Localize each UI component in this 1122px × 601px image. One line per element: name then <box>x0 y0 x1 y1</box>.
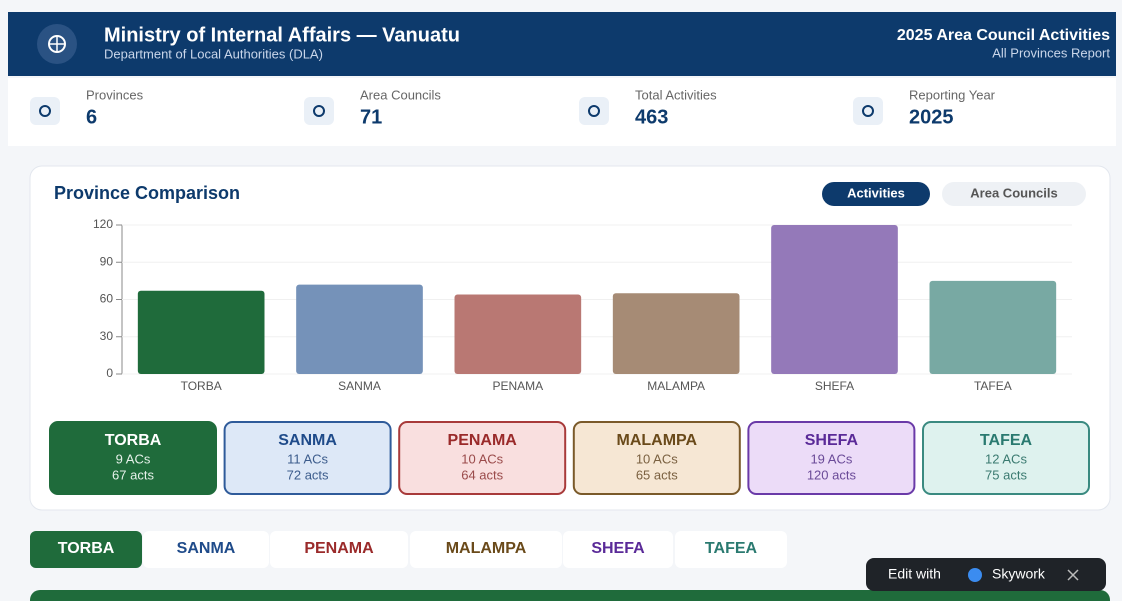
y-tick-label: 0 <box>106 366 113 380</box>
card-acts[interactable]: 75 acts <box>985 467 1027 482</box>
tab-label[interactable]: SANMA <box>177 540 236 557</box>
card-name[interactable]: TORBA <box>105 432 162 449</box>
tab-label[interactable]: MALAMPA <box>446 540 527 557</box>
badge-text[interactable]: Edit with <box>888 566 941 582</box>
stat-icon-glyph <box>588 105 600 117</box>
badge-close[interactable] <box>1067 569 1079 581</box>
stat-icon-glyph <box>313 105 325 117</box>
report-title: 2025 Area Council Activities <box>897 27 1110 44</box>
stat-icon <box>30 97 60 125</box>
x-tick-label: MALAMPA <box>647 379 705 393</box>
x-tick-label: SHEFA <box>815 379 854 393</box>
card-acs[interactable]: 9 ACs <box>116 451 151 466</box>
stat-label: Area Councils <box>360 87 441 102</box>
card-acts[interactable]: 72 acts <box>287 467 329 482</box>
card-acs[interactable]: 19 ACs <box>810 451 852 466</box>
bar <box>612 293 740 374</box>
x-tick-label: TORBA <box>181 379 222 393</box>
card-name[interactable]: SANMA <box>278 432 337 449</box>
tab[interactable] <box>410 531 562 568</box>
bar <box>929 280 1057 374</box>
stat-icon <box>579 97 609 125</box>
report-subtitle: All Provinces Report <box>992 45 1110 60</box>
tab-active[interactable] <box>30 531 142 568</box>
province-card[interactable] <box>747 421 916 495</box>
card-name[interactable]: MALAMPA <box>617 432 698 449</box>
y-tick-label: 30 <box>100 329 114 343</box>
header-bar <box>8 12 1116 76</box>
stat-icon-glyph <box>862 105 874 117</box>
x-tick-label: TAFEA <box>974 379 1012 393</box>
province-card[interactable] <box>572 421 741 495</box>
card-acts[interactable]: 64 acts <box>461 467 503 482</box>
bar <box>454 294 582 374</box>
x-tick-label: SANMA <box>338 379 381 393</box>
stat-value: 71 <box>360 106 382 128</box>
y-tick-label: 90 <box>100 254 114 268</box>
stat-label: Provinces <box>86 87 144 102</box>
stat-label: Reporting Year <box>909 87 996 102</box>
card-acs[interactable]: 10 ACs <box>461 451 503 466</box>
card-name[interactable]: SHEFA <box>805 432 859 449</box>
y-tick-label: 60 <box>100 292 114 306</box>
tab[interactable] <box>675 531 787 568</box>
bar <box>771 225 898 374</box>
bar <box>137 290 265 374</box>
card-acts[interactable]: 65 acts <box>636 467 678 482</box>
toggle-inactive[interactable] <box>942 182 1086 206</box>
card-acs[interactable]: 10 ACs <box>636 451 678 466</box>
header-subtitle: Department of Local Authorities (DLA) <box>104 46 323 61</box>
tab[interactable] <box>563 531 673 568</box>
toggle-active[interactable] <box>822 182 930 206</box>
card-acs[interactable]: 12 ACs <box>985 451 1027 466</box>
toggle-label[interactable]: Area Councils <box>970 185 1057 200</box>
tab-label[interactable]: PENAMA <box>304 540 374 557</box>
stat-value: 463 <box>635 106 668 128</box>
stat-icon <box>304 97 334 125</box>
province-card[interactable] <box>398 421 567 495</box>
stat-value: 2025 <box>909 106 954 128</box>
chart-title: Province Comparison <box>54 183 240 203</box>
tab-label[interactable]: TORBA <box>58 540 115 557</box>
stat-value: 6 <box>86 106 97 128</box>
tab[interactable] <box>270 531 408 568</box>
card-acts[interactable]: 120 acts <box>807 467 857 482</box>
badge-brand[interactable]: Skywork <box>992 566 1046 582</box>
card-name[interactable]: PENAMA <box>448 432 518 449</box>
province-card[interactable] <box>922 421 1090 495</box>
content-bar <box>30 590 1110 601</box>
tab-label[interactable]: SHEFA <box>591 540 645 557</box>
province-card[interactable] <box>49 421 217 495</box>
tab-label[interactable]: TAFEA <box>705 540 758 557</box>
edit-badge[interactable] <box>866 558 1106 591</box>
stats-bar <box>8 78 1116 146</box>
card-acts[interactable]: 67 acts <box>112 467 154 482</box>
y-tick-label: 120 <box>93 217 113 231</box>
stat-icon-glyph <box>39 105 51 117</box>
header-title: Ministry of Internal Affairs — Vanuatu <box>104 24 460 46</box>
bar <box>296 284 423 374</box>
tab[interactable] <box>143 531 269 568</box>
toggle-label[interactable]: Activities <box>847 185 905 200</box>
card-name[interactable]: TAFEA <box>980 432 1033 449</box>
x-tick-label: PENAMA <box>492 379 543 393</box>
stat-label: Total Activities <box>635 87 717 102</box>
badge-logo <box>968 568 982 582</box>
province-card[interactable] <box>223 421 392 495</box>
card-acs[interactable]: 11 ACs <box>287 451 328 466</box>
stat-icon <box>853 97 883 125</box>
